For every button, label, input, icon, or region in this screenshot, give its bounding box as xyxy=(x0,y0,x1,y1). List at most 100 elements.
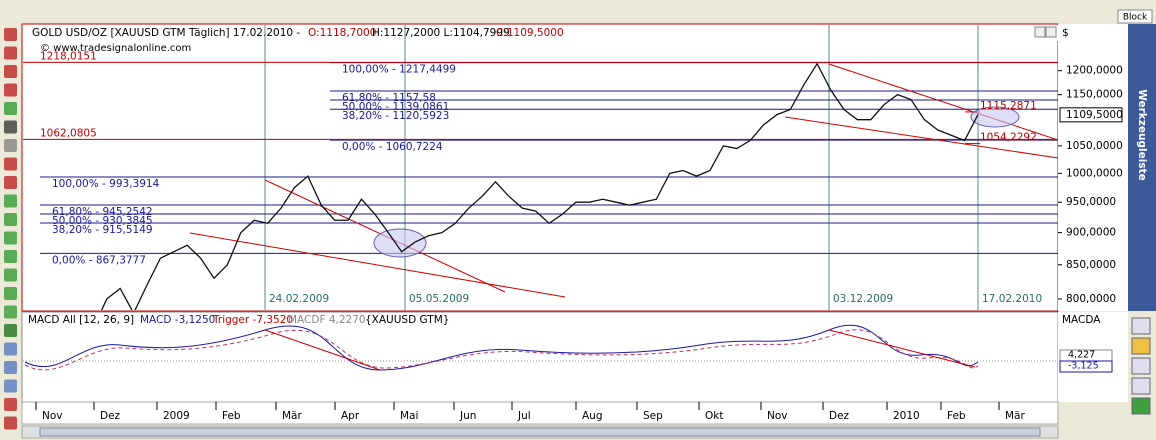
month-label: Mär xyxy=(1005,410,1025,422)
tool-icon[interactable] xyxy=(4,324,17,337)
month-label: Apr xyxy=(341,410,360,422)
month-label: 2009 xyxy=(163,410,190,422)
month-label: Okt xyxy=(705,410,723,422)
tool-icon[interactable] xyxy=(4,176,17,189)
month-label: Dez xyxy=(829,410,850,422)
price-axis xyxy=(1058,24,1128,311)
fib-label: 61,80% - 1157,58 xyxy=(342,92,436,104)
fib-label: 50,00% - 1139,0861 xyxy=(342,101,449,113)
header-high-low: H:1127,2000 L:1104,7999 xyxy=(372,27,510,39)
price-tick-label: 950,0000 xyxy=(1066,196,1116,208)
fib-label: 61,80% - 945,2542 xyxy=(52,206,153,218)
tool-icon[interactable] xyxy=(4,305,17,319)
price-axis-labels: 1200,0000 1150,0000 1050,0000 1000,0000 950,… xyxy=(1058,65,1123,305)
date-label: 24.02.2009 xyxy=(269,293,329,305)
trigger-line xyxy=(24,329,979,371)
price-tick-label: 900,0000 xyxy=(1066,227,1116,239)
tool-icon[interactable] xyxy=(4,342,17,356)
pane-button[interactable] xyxy=(1034,26,1046,38)
month-label: Mär xyxy=(282,410,302,422)
trend-line xyxy=(784,116,1058,159)
date-label: 05.05.2009 xyxy=(409,293,469,305)
tool-icon[interactable] xyxy=(4,102,17,115)
level-label: 1054,2292 xyxy=(980,132,1037,144)
macd-axis-value: 4,227 xyxy=(1068,350,1095,361)
tool-button[interactable] xyxy=(1131,377,1151,395)
macd-axis-value: -3,125 xyxy=(1068,361,1099,372)
level-label: 1115,2871 xyxy=(980,100,1037,112)
macdf-value: MACDF 4,2270 xyxy=(288,314,366,326)
tool-icon[interactable] xyxy=(4,83,17,97)
fib-label: 100,00% - 1217,4499 xyxy=(342,64,456,76)
tool-icon[interactable] xyxy=(4,268,17,282)
tool-icon[interactable] xyxy=(4,250,17,263)
tool-icon[interactable] xyxy=(4,287,17,300)
tool-icon[interactable] xyxy=(4,139,17,152)
tool-icon[interactable] xyxy=(4,379,17,393)
currency-label: $ xyxy=(1062,27,1069,39)
tool-icon[interactable] xyxy=(4,398,17,411)
level-label: 1218,0151 xyxy=(40,50,97,62)
tool-icon[interactable] xyxy=(4,46,17,60)
month-labels: Nov Dez 2009 Feb Mär Apr Mai Jun Jul Aug Sep Okt Nov… xyxy=(35,402,1025,422)
price-tick-label: 1000,0000 xyxy=(1066,167,1123,179)
tool-icon[interactable] xyxy=(4,120,17,134)
last-price-box xyxy=(1059,107,1123,123)
trend-line xyxy=(828,329,976,368)
macd-header: MACD All [12, 26, 9] xyxy=(28,314,134,326)
macd-symbol: {XAUUSD GTM} xyxy=(365,314,449,326)
price-plot: 24.02.2009 05.05.2009 03.12.2009 17.02.2010… xyxy=(23,25,1058,310)
trend-line xyxy=(264,329,381,371)
date-label: 03.12.2009 xyxy=(833,293,893,305)
month-label: Dez xyxy=(100,410,121,422)
tool-icon[interactable] xyxy=(4,213,17,226)
tool-icon[interactable] xyxy=(4,65,17,78)
trigger-value: Trigger -7,3520 xyxy=(212,314,293,326)
month-label: Nov xyxy=(767,410,788,422)
highlight-ellipse xyxy=(373,228,427,258)
tool-icon[interactable] xyxy=(4,231,17,245)
tool-icon[interactable] xyxy=(4,28,17,41)
tool-icon[interactable] xyxy=(4,361,17,374)
block-label[interactable]: Block xyxy=(1123,13,1148,23)
trend-line xyxy=(828,63,1058,141)
pane-header xyxy=(23,25,1058,41)
price-tick-label: 850,0000 xyxy=(1066,259,1116,271)
header-close: C:1109,5000 xyxy=(496,27,564,39)
header-title: GOLD USD/OZ [XAUUSD GTM Täglich] 17.02.2… xyxy=(32,27,300,39)
watermark: © www.tradesignalonline.com xyxy=(40,43,191,54)
month-label: 2010 xyxy=(893,410,920,422)
month-label: Feb xyxy=(222,410,241,422)
tool-button[interactable] xyxy=(1131,357,1151,375)
tool-icon[interactable] xyxy=(4,157,17,171)
time-axis xyxy=(21,401,1059,425)
scroll-thumb[interactable] xyxy=(39,427,1041,437)
month-label: Jun xyxy=(459,410,476,422)
level-label: 1062,0805 xyxy=(40,127,97,139)
tool-icons xyxy=(4,28,17,430)
price-tick-label: 800,0000 xyxy=(1066,293,1116,305)
month-label: Sep xyxy=(643,410,663,422)
fib-label: 50,00% - 930,3845 xyxy=(52,215,153,227)
price-tick-label: 1050,0000 xyxy=(1066,140,1123,152)
right-toolbar xyxy=(1128,24,1156,311)
fib-label: 100,00% - 993,3914 xyxy=(52,178,160,190)
macd-panel-label: MACDA xyxy=(1062,314,1101,326)
price-pane xyxy=(21,23,1059,312)
pane-close[interactable] xyxy=(1045,26,1057,38)
price-tick-label: 1150,0000 xyxy=(1066,89,1123,101)
tool-button[interactable] xyxy=(1131,337,1151,355)
fib-label: 38,20% - 1120,5923 xyxy=(342,110,449,122)
block-button[interactable] xyxy=(1117,9,1153,24)
month-label: Jul xyxy=(517,410,531,422)
tool-icon[interactable] xyxy=(4,194,17,208)
tool-button[interactable] xyxy=(1131,317,1151,335)
tool-icon[interactable] xyxy=(4,416,17,430)
macd-value-box xyxy=(1059,360,1113,373)
last-price-label: 1109,5000 xyxy=(1066,109,1123,121)
month-label: Mai xyxy=(400,410,418,422)
toolbar-title: Werkzeugleiste xyxy=(1136,89,1148,180)
highlight-ellipse xyxy=(970,106,1020,128)
tool-button[interactable] xyxy=(1131,397,1151,415)
